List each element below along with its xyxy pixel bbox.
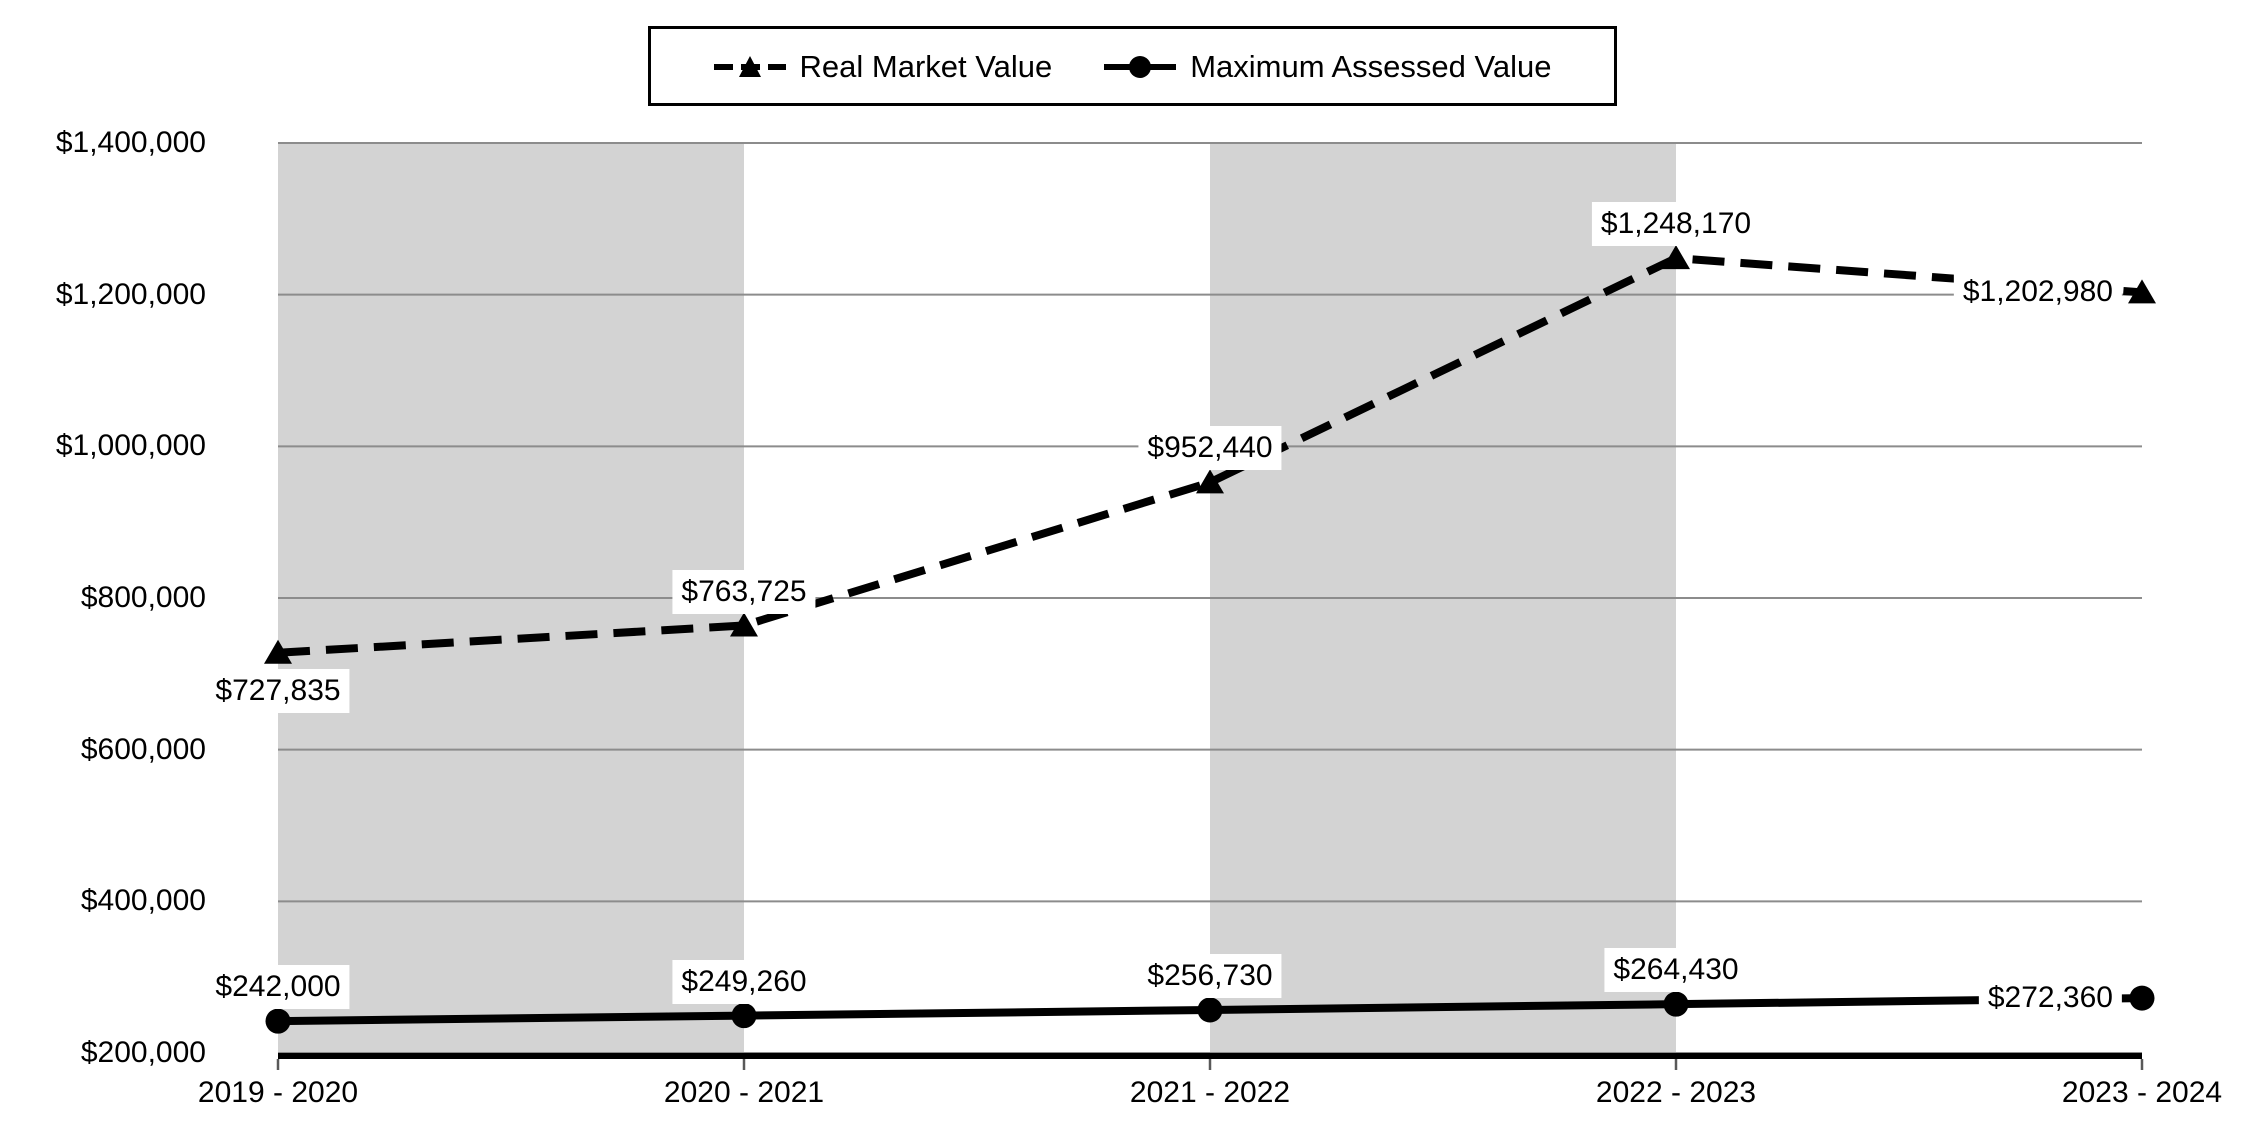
chart-legend: Real Market Value Maximum Assessed Value <box>648 26 1617 106</box>
y-axis-tick-label: $1,400,000 <box>55 126 206 159</box>
triangle-marker <box>264 639 292 664</box>
y-axis-tick-label: $800,000 <box>80 581 206 614</box>
y-axis-tick-label: $600,000 <box>80 732 206 766</box>
circle-marker <box>1663 991 1689 1017</box>
y-axis-tick-label: $200,000 <box>80 1036 206 1069</box>
legend-label-maximum-assessed-value: Maximum Assessed Value <box>1190 48 1552 84</box>
triangle-marker <box>1662 245 1690 270</box>
triangle-marker <box>1196 469 1224 494</box>
solid-line-circle-marker-icon <box>1104 56 1177 78</box>
legend-item-real-market-value: Real Market Value <box>713 48 1053 84</box>
x-axis-tick-label: 2020 - 2021 <box>663 1076 825 1109</box>
y-axis-tick-label: $400,000 <box>80 884 206 918</box>
x-axis-tick-label: 2023 - 2024 <box>2061 1076 2223 1109</box>
y-axis-tick-label: $1,200,000 <box>55 277 206 311</box>
circle-marker <box>2129 985 2155 1011</box>
real-market-value-line <box>277 254 2143 657</box>
x-axis-tick-label: 2021 - 2022 <box>1129 1076 1291 1109</box>
triangle-marker <box>730 612 758 637</box>
x-axis-tick-label: 2019 - 2020 <box>197 1076 359 1109</box>
y-axis: $200,000 $400,000 $600,000 $800,000 $1,000,0… <box>0 0 206 1140</box>
legend-label-real-market-value: Real Market Value <box>799 48 1053 84</box>
circle-marker <box>1197 997 1223 1023</box>
circle-marker <box>265 1008 291 1034</box>
y-axis-tick-label: $1,000,000 <box>55 429 206 463</box>
legend-item-maximum-assessed-value: Maximum Assessed Value <box>1104 51 1551 82</box>
circle-marker <box>731 1003 757 1029</box>
dashed-line-triangle-marker-icon <box>713 56 786 77</box>
x-axis-tick-label: 2022 - 2023 <box>1595 1076 1757 1109</box>
triangle-marker <box>2128 279 2156 304</box>
